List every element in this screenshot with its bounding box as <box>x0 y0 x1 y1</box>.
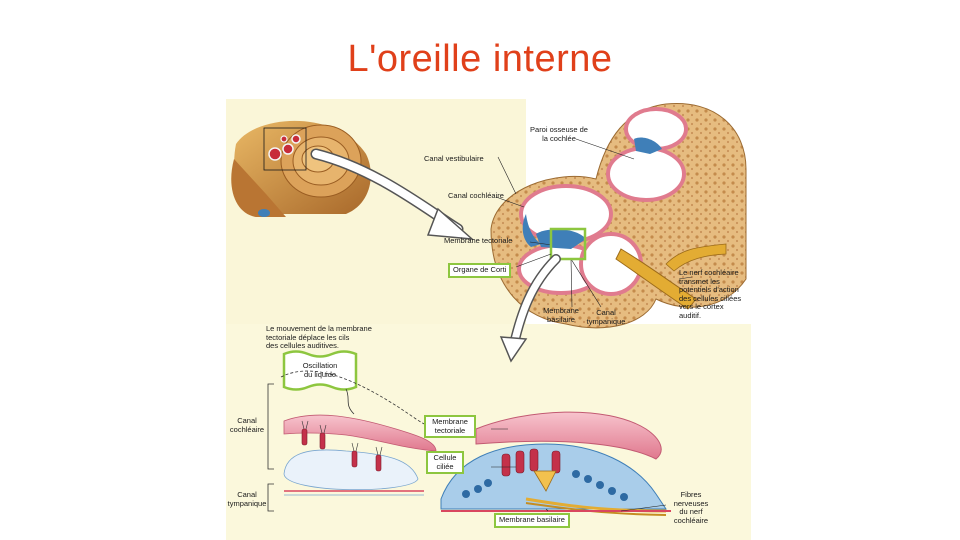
label-canal-vestibulaire: Canal vestibulaire <box>424 154 484 163</box>
label-oscillation-liquide: Oscillation du liquide <box>302 361 338 379</box>
leader-lines-top <box>495 138 693 308</box>
label-fibres-nerveuses: Fibres nerveuses du nerf cochléaire <box>673 490 709 525</box>
label-membrane-tectoriale-bottom: Membrane tectoriale <box>424 415 476 438</box>
inner-ear-illustration <box>226 99 751 540</box>
label-canal-tympanique-bottom: Canal tympanique <box>227 490 267 508</box>
label-canal-cochleaire-top: Canal cochléaire <box>448 191 504 200</box>
label-nerf-cochleaire: Le nerf cochléaire transmet les potentie… <box>679 268 742 320</box>
slide-title: L'oreille interne <box>347 38 613 80</box>
label-membrane-basilaire-bottom: Membrane basilaire <box>494 513 570 528</box>
label-membrane-basilaire-top: Membrane basilaire <box>543 306 579 324</box>
label-paroi-osseuse: Paroi osseuse de la cochlée <box>530 125 588 143</box>
label-canal-tympanique-top: Canal tympanique <box>586 308 626 326</box>
cochlea-cross-section <box>490 102 747 329</box>
cochlea-section-detail <box>268 134 301 161</box>
label-cellule-ciliee: Cellule ciliée <box>426 451 464 474</box>
corti-highlight-frame <box>549 227 587 261</box>
label-membrane-tectoriale-top: Membrane tectoriale <box>444 236 513 245</box>
organ-of-corti-detail <box>440 411 671 516</box>
label-organe-de-corti: Organe de Corti <box>448 263 512 278</box>
zoom-frame <box>263 127 307 171</box>
hair-cell-schematic <box>267 350 472 512</box>
leader-lines-bottom <box>491 428 667 512</box>
label-canal-cochleaire-bottom: Canal cochléaire <box>229 416 265 434</box>
label-mouvement-membrane: Le mouvement de la membrane tectoriale d… <box>266 324 372 350</box>
inner-ear-figure: Paroi osseuse de la cochlée Canal vestib… <box>226 99 751 540</box>
